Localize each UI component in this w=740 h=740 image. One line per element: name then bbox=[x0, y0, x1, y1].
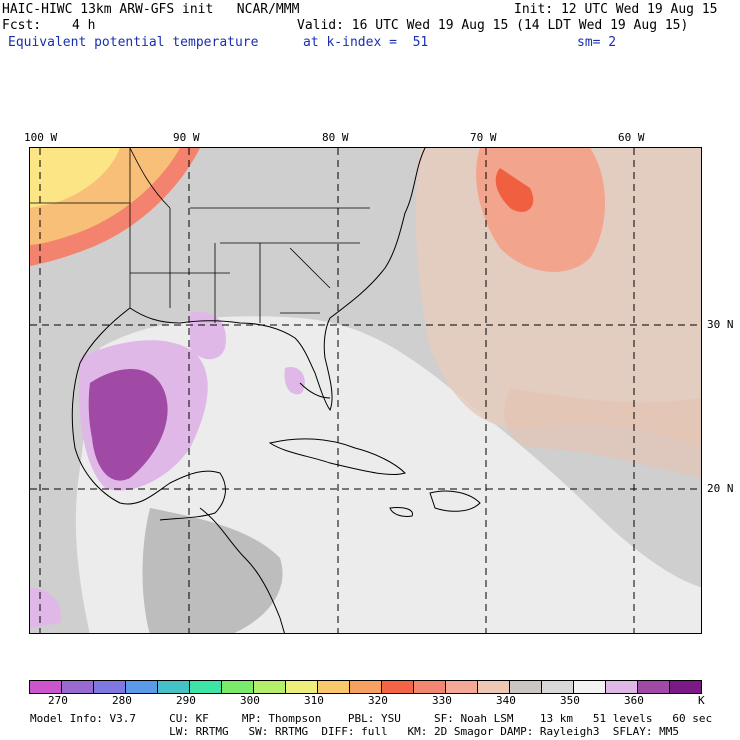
cuba bbox=[268, 438, 406, 476]
colorbar-swatch bbox=[126, 681, 158, 693]
colorbar-swatch bbox=[318, 681, 350, 693]
lat-lon-grid bbox=[30, 148, 701, 633]
lon-label: 60 W bbox=[618, 131, 645, 144]
us-coast bbox=[129, 148, 426, 412]
colorbar-tick: 310 bbox=[304, 694, 324, 707]
colorbar-swatch bbox=[382, 681, 414, 693]
colorbar-tick: 350 bbox=[560, 694, 580, 707]
field-name: Equivalent potential temperature bbox=[8, 35, 259, 50]
colorbar-swatch bbox=[510, 681, 542, 693]
central-america-field bbox=[142, 508, 283, 633]
model-title: HAIC-HIWC 13km ARW-GFS init NCAR/MMM bbox=[2, 2, 300, 17]
colorbar-swatch bbox=[606, 681, 638, 693]
colorbar-swatch bbox=[670, 681, 701, 693]
model-info-line1: Model Info: V3.7 CU: KF MP: Thompson PBL… bbox=[30, 712, 713, 725]
colorbar-swatch bbox=[94, 681, 126, 693]
jamaica bbox=[389, 507, 414, 517]
boundary bbox=[129, 148, 171, 209]
state-boundaries bbox=[30, 148, 370, 323]
theta-e-map bbox=[29, 147, 702, 634]
colorbar-swatch bbox=[158, 681, 190, 693]
florida-tip bbox=[299, 382, 331, 399]
colorbar-swatch bbox=[446, 681, 478, 693]
lon-label: 70 W bbox=[470, 131, 497, 144]
colorbar-tick: 290 bbox=[176, 694, 196, 707]
colorbar-tick: 270 bbox=[48, 694, 68, 707]
model-info-line2: LW: RRTMG SW: RRTMG DIFF: full KM: 2D Sm… bbox=[30, 725, 680, 738]
colorbar-tick: 300 bbox=[240, 694, 260, 707]
red-core bbox=[495, 168, 534, 212]
level-info: at k-index = 51 bbox=[303, 35, 429, 50]
gulf-purple-core bbox=[88, 369, 168, 481]
init-time: Init: 12 UTC Wed 19 Aug 15 bbox=[514, 2, 718, 17]
smoothing-info: sm= 2 bbox=[577, 35, 617, 50]
colorbar-tick: 320 bbox=[368, 694, 388, 707]
colorbar-unit: K bbox=[698, 694, 705, 707]
central-america-coast bbox=[199, 507, 285, 633]
forecast-hour: 4 h bbox=[72, 18, 96, 33]
lavender-patch bbox=[284, 367, 305, 395]
colorbar-swatch bbox=[350, 681, 382, 693]
lavender-patch bbox=[30, 588, 61, 628]
lavender-patch bbox=[190, 312, 226, 360]
coastlines bbox=[71, 148, 481, 633]
lat-label: 20 N bbox=[707, 482, 734, 495]
colorbar-tick: 330 bbox=[432, 694, 452, 707]
colorbar-tick: 280 bbox=[112, 694, 132, 707]
boundary bbox=[289, 247, 331, 289]
colorbar-swatch bbox=[30, 681, 62, 693]
colorbar-swatch bbox=[222, 681, 254, 693]
lon-label: 80 W bbox=[322, 131, 349, 144]
colorbar-swatch bbox=[478, 681, 510, 693]
colorbar-swatch bbox=[414, 681, 446, 693]
colorbar-swatch bbox=[638, 681, 670, 693]
lat-label: 30 N bbox=[707, 318, 734, 331]
colorbar bbox=[29, 680, 702, 694]
valid-time: Valid: 16 UTC Wed 19 Aug 15 (14 LDT Wed … bbox=[297, 18, 689, 33]
colorbar-swatch bbox=[542, 681, 574, 693]
map-canvas bbox=[30, 148, 701, 633]
hispaniola bbox=[429, 490, 481, 512]
colorbar-tick: 340 bbox=[496, 694, 516, 707]
lon-label: 90 W bbox=[173, 131, 200, 144]
colorbar-swatch bbox=[62, 681, 94, 693]
colorbar-swatch bbox=[190, 681, 222, 693]
nw-warm-yellow bbox=[30, 148, 120, 208]
lon-label: 100 W bbox=[24, 131, 58, 144]
colorbar-tick: 360 bbox=[624, 694, 644, 707]
colorbar-swatch bbox=[254, 681, 286, 693]
atlantic-warm-band bbox=[504, 388, 701, 478]
mexico-coast bbox=[71, 307, 226, 521]
colorbar-swatch bbox=[574, 681, 606, 693]
forecast-label: Fcst: bbox=[2, 18, 42, 33]
colorbar-swatch bbox=[286, 681, 318, 693]
